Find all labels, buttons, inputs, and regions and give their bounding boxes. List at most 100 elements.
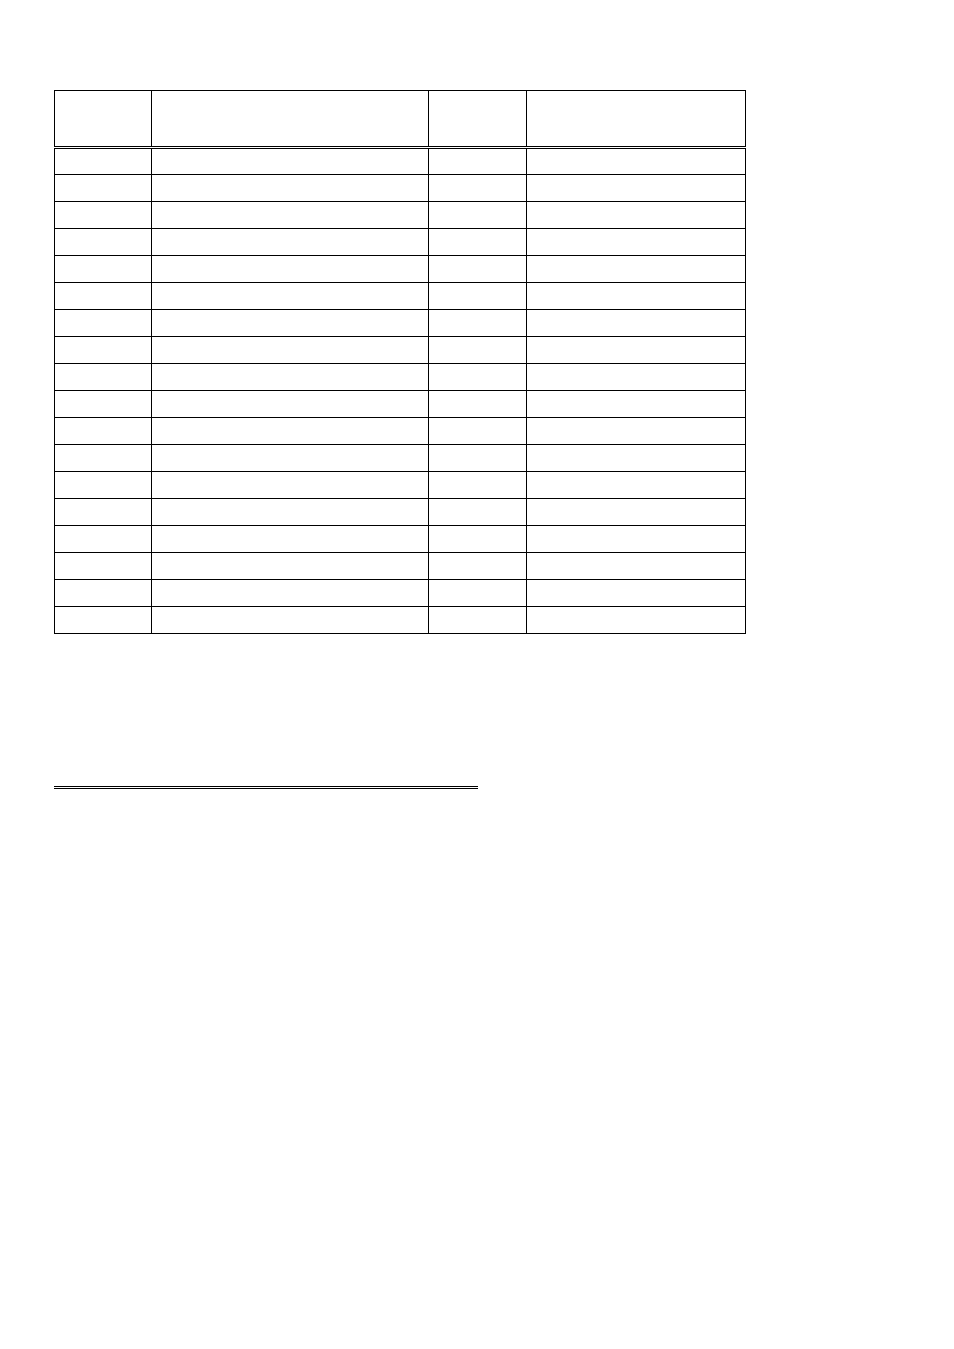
table-header-cell <box>152 91 429 148</box>
table-cell <box>429 499 527 526</box>
table-cell <box>55 364 152 391</box>
table-cell <box>527 256 746 283</box>
table-cell <box>152 364 429 391</box>
table-cell <box>55 553 152 580</box>
table-cell <box>527 418 746 445</box>
table-row <box>55 148 746 175</box>
table-cell <box>152 526 429 553</box>
table-row <box>55 607 746 634</box>
table-cell <box>527 445 746 472</box>
table-row <box>55 526 746 553</box>
table-cell <box>55 229 152 256</box>
table-cell <box>152 202 429 229</box>
table-cell <box>429 283 527 310</box>
table-cell <box>429 148 527 175</box>
table-row <box>55 445 746 472</box>
table-cell <box>527 526 746 553</box>
table-cell <box>429 391 527 418</box>
table-cell <box>429 607 527 634</box>
table-cell <box>55 283 152 310</box>
table-cell <box>527 283 746 310</box>
table-cell <box>152 391 429 418</box>
table-cell <box>429 472 527 499</box>
table-row <box>55 310 746 337</box>
table-cell <box>152 283 429 310</box>
table-row <box>55 472 746 499</box>
table-cell <box>152 607 429 634</box>
table-cell <box>429 364 527 391</box>
table-cell <box>152 580 429 607</box>
table-cell <box>429 256 527 283</box>
table-cell <box>55 175 152 202</box>
table-cell <box>527 553 746 580</box>
table-cell <box>55 310 152 337</box>
table-cell <box>55 580 152 607</box>
table-cell <box>55 526 152 553</box>
table-cell <box>152 472 429 499</box>
horizontal-divider <box>54 786 478 789</box>
table-cell <box>527 310 746 337</box>
table-cell <box>527 202 746 229</box>
table-cell <box>152 445 429 472</box>
table-row <box>55 580 746 607</box>
table-cell <box>429 175 527 202</box>
table-cell <box>152 499 429 526</box>
table-cell <box>55 472 152 499</box>
table-row <box>55 364 746 391</box>
table-cell <box>527 148 746 175</box>
table-cell <box>55 202 152 229</box>
table-cell <box>429 526 527 553</box>
table-cell <box>429 553 527 580</box>
table-cell <box>527 364 746 391</box>
table-cell <box>527 391 746 418</box>
table-row <box>55 553 746 580</box>
table-row <box>55 391 746 418</box>
table-header-cell <box>429 91 527 148</box>
table-cell <box>152 418 429 445</box>
table-header-cell <box>527 91 746 148</box>
table-cell <box>527 337 746 364</box>
table-cell <box>429 580 527 607</box>
table-container <box>54 90 745 634</box>
table-cell <box>55 499 152 526</box>
table-cell <box>527 607 746 634</box>
table-cell <box>152 337 429 364</box>
table-body <box>55 148 746 634</box>
table-cell <box>55 337 152 364</box>
table-cell <box>527 229 746 256</box>
table-cell <box>55 256 152 283</box>
table-header-cell <box>55 91 152 148</box>
table-row <box>55 229 746 256</box>
table-cell <box>429 445 527 472</box>
table-cell <box>55 418 152 445</box>
table-cell <box>527 472 746 499</box>
table-cell <box>152 229 429 256</box>
table-cell <box>55 445 152 472</box>
table-cell <box>429 229 527 256</box>
table-cell <box>527 580 746 607</box>
table-cell <box>152 256 429 283</box>
table-cell <box>429 202 527 229</box>
table-cell <box>152 148 429 175</box>
table-row <box>55 256 746 283</box>
table-cell <box>527 499 746 526</box>
table-cell <box>429 418 527 445</box>
data-table <box>54 90 746 634</box>
table-row <box>55 499 746 526</box>
table-cell <box>152 310 429 337</box>
table-header-row <box>55 91 746 148</box>
table-cell <box>55 148 152 175</box>
table-row <box>55 202 746 229</box>
table-row <box>55 283 746 310</box>
table-row <box>55 337 746 364</box>
table-cell <box>429 310 527 337</box>
table-cell <box>152 175 429 202</box>
table-cell <box>429 337 527 364</box>
table-cell <box>527 175 746 202</box>
table-cell <box>152 553 429 580</box>
table-row <box>55 175 746 202</box>
page <box>0 0 954 1349</box>
table-row <box>55 418 746 445</box>
table-cell <box>55 391 152 418</box>
table-cell <box>55 607 152 634</box>
